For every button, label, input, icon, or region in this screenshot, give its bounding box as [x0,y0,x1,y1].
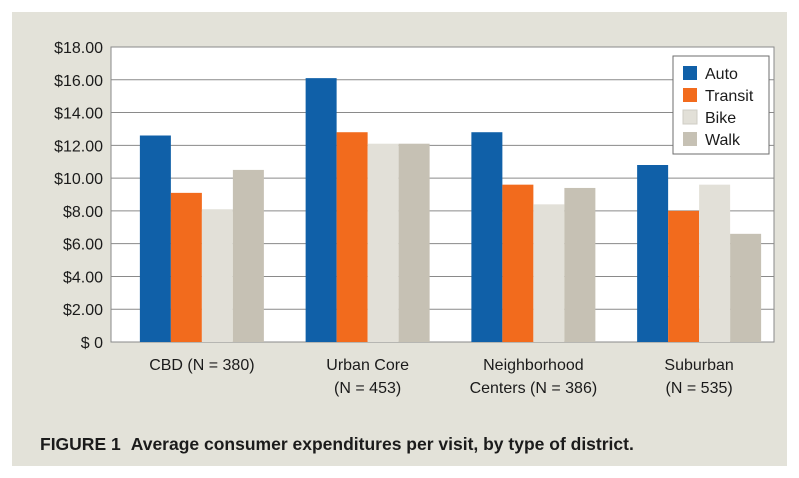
figure-frame: $18.00 $16.00 $14.00 $12.00 $10.00 $8.00 $6.00… [12,12,787,466]
bar-bike [699,184,731,342]
x-tick-label-line2: Centers (N = 386) [470,380,598,397]
chart-title: Average consumer expenditures per visit,… [130,434,634,454]
legend-label-auto: Auto [705,66,738,83]
y-tick-label: $16.00 [54,73,103,90]
bar-auto [305,78,337,342]
bar-transit [668,210,700,342]
bar-auto [471,132,503,342]
figure-caption: FIGURE 1 Average consumer expenditures pe… [40,434,780,455]
bar-walk [398,143,430,342]
y-tick-label: $14.00 [54,106,103,123]
legend-label-transit: Transit [705,88,754,105]
legend-swatch-bike [682,109,698,125]
bar-transit [502,184,534,342]
legend-swatch-transit [683,88,697,102]
bar-auto [139,135,171,342]
bar-chart: $18.00 $16.00 $14.00 $12.00 $10.00 $8.00 $6.00… [54,40,775,397]
legend-label-bike: Bike [705,110,736,127]
x-tick-label: Urban Core [326,357,409,374]
bar-walk [232,169,264,342]
y-tick-label: $6.00 [63,237,103,254]
y-tick-label: $ 0 [81,335,103,352]
bar-bike [367,143,399,342]
y-tick-label: $12.00 [54,138,103,155]
bar-walk [564,187,596,342]
y-tick-label: $18.00 [54,40,103,57]
legend-swatch-auto [683,66,697,80]
bar-transit [336,132,368,342]
x-tick-label-line2: (N = 535) [666,380,733,397]
figure-label: FIGURE 1 [40,434,121,454]
y-tick-label: $2.00 [63,302,103,319]
x-tick-label-line2: (N = 453) [334,380,401,397]
plot-border [110,46,775,343]
y-tick-label: $10.00 [54,171,103,188]
x-tick-label: Neighborhood [483,357,584,374]
y-tick-label: $8.00 [63,204,103,221]
legend-swatch-walk [683,132,697,146]
bar-transit [170,192,202,342]
bar-auto [637,165,669,342]
legend-label-walk: Walk [705,132,741,149]
x-tick-label: Suburban [664,357,733,374]
bar-bike [533,204,565,342]
y-tick-label: $4.00 [63,269,103,286]
bar-walk [730,233,762,342]
x-tick-label: CBD (N = 380) [149,357,254,374]
bar-bike [201,209,233,342]
